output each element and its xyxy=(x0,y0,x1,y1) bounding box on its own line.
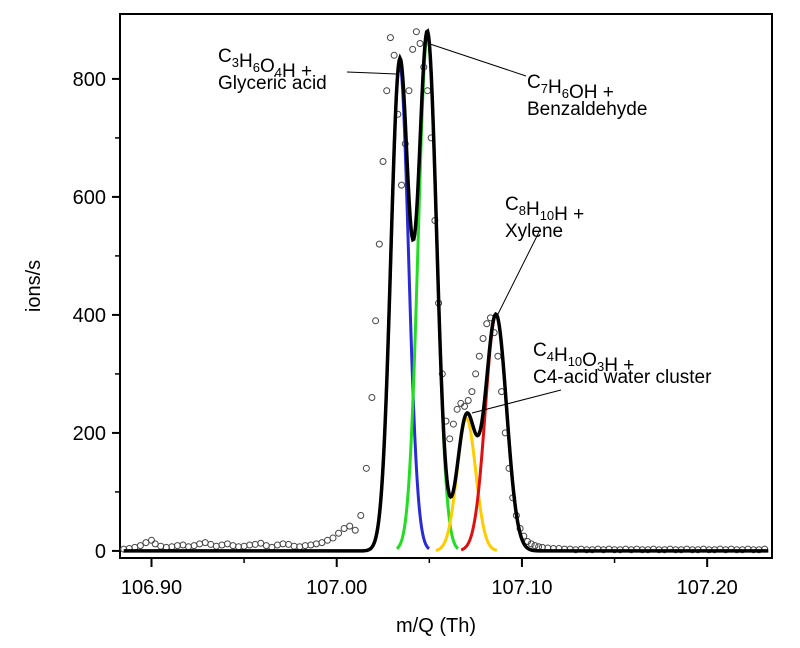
data-point xyxy=(375,240,383,248)
sum-fit xyxy=(123,28,769,553)
annotation-text: C3H6O4H + xyxy=(218,46,312,82)
annotation-segment: H xyxy=(239,51,253,72)
annotation-subscript: 3 xyxy=(232,55,239,70)
annotation-segment: H xyxy=(548,77,562,98)
data-point xyxy=(446,435,454,443)
annotation-text: C4H10O3H + xyxy=(533,340,634,376)
data-point xyxy=(136,542,144,550)
annotation-segment: O xyxy=(582,350,597,371)
data-point xyxy=(346,522,354,530)
data-point xyxy=(531,542,539,550)
annotation-leader xyxy=(471,389,562,414)
data-point xyxy=(461,402,469,410)
annotation-subscript: 3 xyxy=(597,359,604,374)
annotation-segment: OH + xyxy=(569,82,614,103)
x-tick-label: 107.00 xyxy=(306,577,367,599)
data-point xyxy=(351,526,359,534)
data-point xyxy=(147,536,155,544)
annotation-text: C8H10H + xyxy=(505,194,584,225)
annotation-segment: H xyxy=(526,199,540,220)
x-axis: 106.90 107.00 107.10 107.20 xyxy=(121,558,738,599)
annotation-subscript: 4 xyxy=(547,349,554,364)
y-tick-label: 600 xyxy=(73,187,106,209)
data-point xyxy=(483,320,491,328)
annotation-segment: Xylene xyxy=(505,221,563,242)
annotation-segment: C4-acid water cluster xyxy=(533,367,712,388)
annotation-text: Xylene xyxy=(505,221,563,242)
x-tick-label: 106.90 xyxy=(121,577,182,599)
data-point xyxy=(453,405,461,413)
x-tick-label: 107.20 xyxy=(677,577,738,599)
data-point xyxy=(335,529,343,537)
annotation-text: Benzaldehyde xyxy=(527,99,647,120)
annotation-segment: C xyxy=(527,72,541,93)
data-point xyxy=(379,158,387,166)
data-point xyxy=(475,352,483,360)
annotation-subscript: 10 xyxy=(568,354,582,369)
data-point xyxy=(362,464,370,472)
data-point xyxy=(372,317,380,325)
data-point xyxy=(357,512,365,520)
annotation-text: C7H6OH + xyxy=(527,72,614,103)
annotations: C3H6O4H +Glyceric acid C7H6OH +Benzaldehy… xyxy=(218,46,712,388)
y-axis: 0 200 400 600 800 xyxy=(73,69,120,563)
annotation-segment: H + xyxy=(554,204,584,225)
y-axis-title: ions/s xyxy=(23,260,45,312)
annotation-text: Glyceric acid xyxy=(218,73,327,94)
annotation-subscript: 4 xyxy=(275,65,282,80)
annotation-subscript: 7 xyxy=(541,81,548,96)
annotation-subscript: 6 xyxy=(562,86,569,101)
annotation-segment: H xyxy=(554,345,568,366)
data-point xyxy=(383,87,391,95)
annotation-segment: O xyxy=(260,56,275,77)
annotation-text: C4-acid water cluster xyxy=(533,367,712,388)
annotation-segment: C xyxy=(505,194,519,215)
annotation-subscript: 10 xyxy=(540,208,554,223)
annotation-segment: H + xyxy=(282,61,312,82)
data-point xyxy=(449,420,457,428)
data-point xyxy=(468,388,476,396)
annotation-subscript: 6 xyxy=(253,60,260,75)
data-point xyxy=(416,40,424,48)
data-point xyxy=(527,540,535,548)
annotation-segment: C xyxy=(218,46,232,67)
annotation-leaders xyxy=(346,43,562,414)
data-point xyxy=(398,181,406,189)
data-point xyxy=(405,87,413,95)
annotation-segment: H + xyxy=(604,355,634,376)
y-tick-label: 0 xyxy=(95,541,106,563)
y-tick-label: 400 xyxy=(73,305,106,327)
peak-fit-curve xyxy=(435,416,498,552)
data-point xyxy=(368,394,376,402)
annotation-segment: C xyxy=(533,340,547,361)
data-point xyxy=(464,396,472,404)
annotation-leader xyxy=(495,231,540,319)
sum-fit-curve xyxy=(123,28,769,553)
x-tick-label: 107.10 xyxy=(491,577,552,599)
data-point xyxy=(409,45,417,53)
annotation-leader xyxy=(429,43,527,77)
y-tick-label: 800 xyxy=(73,69,106,91)
annotation-subscript: 8 xyxy=(519,203,526,218)
annotation-segment: Glyceric acid xyxy=(218,73,327,94)
annotation-leader xyxy=(346,71,397,75)
data-point xyxy=(386,34,394,42)
y-tick-label: 200 xyxy=(73,423,106,445)
annotation-segment: Benzaldehyde xyxy=(527,99,647,120)
data-point xyxy=(390,51,398,59)
data-point xyxy=(472,370,480,378)
data-point xyxy=(412,28,420,36)
x-axis-title: m/Q (Th) xyxy=(396,615,476,637)
data-point xyxy=(479,335,487,343)
data-point xyxy=(329,534,337,542)
